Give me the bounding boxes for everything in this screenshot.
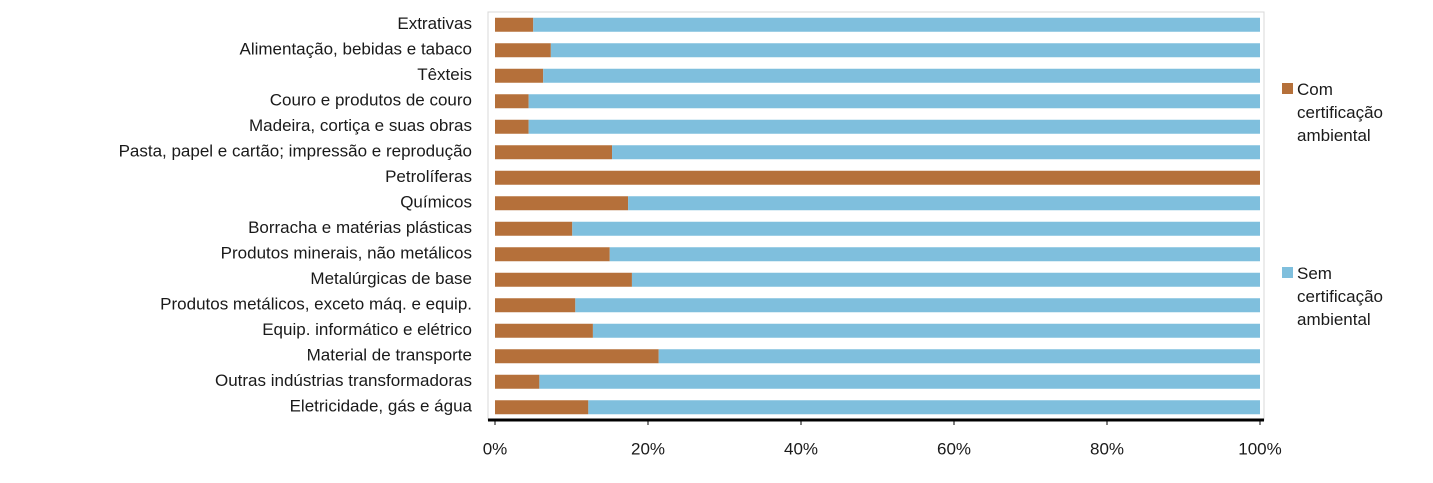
y-tick-label: Couro e produtos de couro (270, 91, 472, 110)
y-tick-label: Produtos minerais, não metálicos (221, 244, 472, 263)
bar-segment (495, 170, 1260, 185)
bar-segment (575, 298, 1260, 313)
bar-segment (631, 272, 1260, 287)
y-tick-label: Alimentação, bebidas e tabaco (240, 40, 473, 59)
bar-segment (495, 349, 659, 364)
x-tick-label: 100% (1238, 439, 1281, 458)
bar-segment (495, 145, 613, 160)
y-tick-label: Químicos (400, 193, 472, 212)
bar-segment (539, 374, 1260, 389)
bar-segment (495, 400, 589, 415)
y-tick-label: Madeira, cortiça e suas obras (249, 116, 472, 135)
y-tick-label: Petrolíferas (385, 167, 472, 186)
legend-item: Sem certificação ambiental (1282, 262, 1422, 331)
y-tick-label: Extrativas (397, 14, 472, 33)
legend-label: Sem certificação ambiental (1297, 264, 1383, 329)
bar-segment (612, 145, 1260, 160)
bar-segment (628, 196, 1260, 211)
bar-segment (495, 43, 551, 58)
y-tick-label: Borracha e matérias plásticas (248, 218, 472, 237)
bar-segment (495, 196, 629, 211)
bar-segment (592, 323, 1260, 338)
x-tick-label: 0% (483, 439, 508, 458)
bar-segment (495, 272, 632, 287)
legend-swatch (1282, 83, 1293, 94)
y-tick-label: Material de transporte (307, 346, 472, 365)
y-tick-label: Equip. informático e elétrico (262, 320, 472, 339)
bar-segment (609, 247, 1260, 262)
bar-segment (533, 17, 1260, 32)
bar-segment (495, 323, 593, 338)
bar-segment (495, 221, 573, 236)
bar-segment (550, 43, 1260, 58)
bar-segment (495, 247, 610, 262)
legend-item: Com certificação ambiental (1282, 78, 1422, 147)
bar-segment (588, 400, 1260, 415)
y-tick-label: Têxteis (417, 65, 472, 84)
y-tick-label: Metalúrgicas de base (310, 269, 472, 288)
legend-label: Com certificação ambiental (1297, 80, 1383, 145)
bar-segment (528, 94, 1260, 109)
y-tick-label: Outras indústrias transformadoras (215, 371, 472, 390)
bar-segment (495, 94, 529, 109)
bar-segment (495, 17, 534, 32)
y-tick-label: Produtos metálicos, exceto máq. e equip. (160, 295, 472, 314)
bar-segment (495, 298, 576, 313)
y-tick-label: Pasta, papel e cartão; impressão e repro… (119, 142, 472, 161)
x-tick-label: 20% (631, 439, 665, 458)
bar-segment (572, 221, 1260, 236)
x-tick-label: 40% (784, 439, 818, 458)
legend-swatch (1282, 267, 1293, 278)
x-tick-label: 60% (937, 439, 971, 458)
bar-segment (658, 349, 1260, 364)
bar-segment (543, 68, 1260, 83)
bar-segment (528, 119, 1260, 134)
bar-segment (495, 68, 544, 83)
bar-segment (495, 374, 540, 389)
x-tick-label: 80% (1090, 439, 1124, 458)
y-tick-label: Eletricidade, gás e água (290, 397, 473, 416)
bar-segment (495, 119, 529, 134)
